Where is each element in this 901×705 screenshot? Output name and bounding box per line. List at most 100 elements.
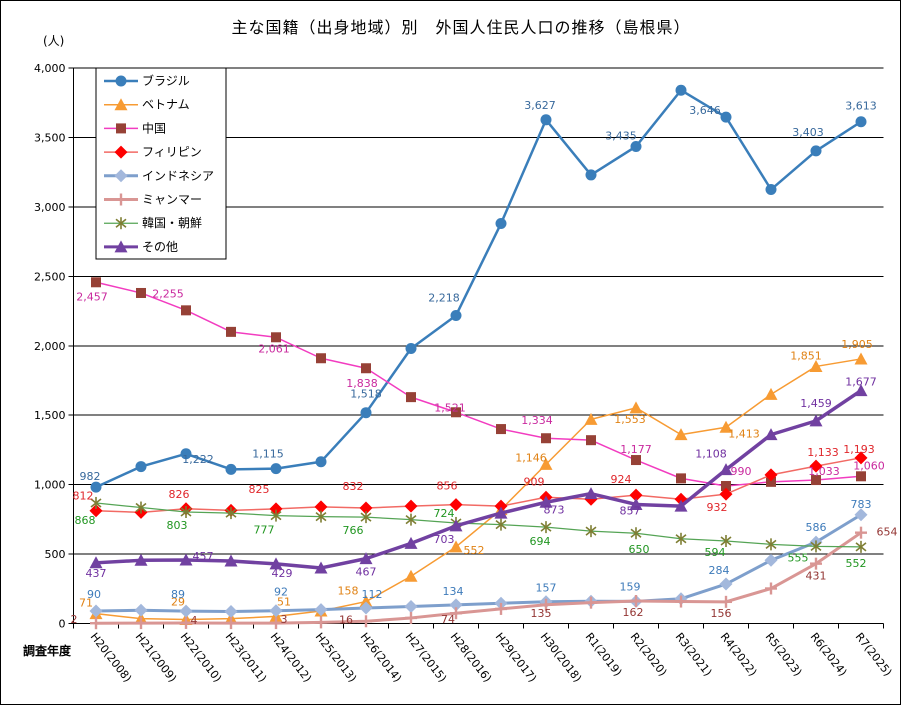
data-label: 982 <box>80 470 101 483</box>
square-marker <box>856 471 866 482</box>
series-korea <box>90 496 867 553</box>
diamond-marker <box>404 600 418 614</box>
square-marker <box>91 277 101 288</box>
data-label: 431 <box>806 570 827 583</box>
circle-marker <box>540 114 552 126</box>
legend-item-other: その他 <box>104 240 178 254</box>
diamond-marker <box>134 603 148 617</box>
triangle-marker <box>359 552 373 565</box>
data-label: 135 <box>531 607 552 620</box>
y-tick-label: 4,000 <box>34 62 66 75</box>
diamond-marker <box>404 499 418 513</box>
legend-label: その他 <box>142 240 178 254</box>
triangle-marker <box>854 352 868 365</box>
square-marker <box>406 392 416 403</box>
square-marker <box>766 476 776 487</box>
asterisk-marker <box>115 217 127 230</box>
data-label: 90 <box>87 588 101 601</box>
data-labels-other: 437 457 429 467 703 873 857 1,108 1,459 1,677 <box>86 376 877 580</box>
data-label: 856 <box>437 480 458 493</box>
circle-marker <box>405 343 417 355</box>
square-marker <box>361 363 371 374</box>
data-label: 3,403 <box>792 126 824 139</box>
triangle-marker <box>179 553 193 566</box>
x-tick-label: H28(2016) <box>448 630 494 684</box>
data-label: 429 <box>272 567 293 580</box>
square-marker <box>631 455 641 466</box>
diamond-marker <box>359 601 373 615</box>
triangle-marker <box>114 240 128 253</box>
plus-marker <box>90 617 102 630</box>
triangle-marker <box>674 428 688 441</box>
data-label: 1,838 <box>346 377 378 390</box>
legend-box <box>95 67 227 260</box>
data-label: 1,553 <box>614 413 646 426</box>
triangle-marker <box>449 540 463 553</box>
circle-marker <box>315 456 327 468</box>
data-labels-indonesia: 90 89 92 112 134 157 159 284 586 783 <box>87 498 872 601</box>
series-line-indonesia <box>94 513 863 614</box>
diamond-marker <box>719 487 733 501</box>
x-tick-label: R7(2025) <box>853 630 895 678</box>
data-label: 162 <box>623 606 644 619</box>
plus-marker <box>115 193 127 206</box>
plus-marker <box>270 617 282 630</box>
triangle-marker <box>114 98 128 111</box>
square-marker <box>116 123 126 134</box>
triangle-marker <box>629 401 643 414</box>
data-label: 812 <box>73 490 94 503</box>
series-line-philippines <box>95 457 862 514</box>
data-label: 157 <box>536 582 557 595</box>
square-marker <box>271 332 281 343</box>
legend-item-china: 中国 <box>104 120 166 135</box>
data-label: 51 <box>277 595 291 608</box>
asterisk-marker <box>540 521 552 534</box>
plus-marker <box>450 607 462 620</box>
plus-marker <box>630 595 642 608</box>
data-label: 159 <box>620 580 641 593</box>
diamond-marker <box>314 603 328 617</box>
square-marker <box>586 435 596 446</box>
series-china <box>91 277 866 492</box>
chart-title: 主な国籍（出身地域）別 外国人住民人口の推移（島根県） <box>231 18 691 37</box>
x-tick-label: H27(2015) <box>403 630 449 684</box>
triangle-marker <box>584 487 598 500</box>
legend-item-myanmar: ミャンマー <box>104 193 202 207</box>
diamond-marker <box>114 145 128 159</box>
square-marker <box>676 473 686 484</box>
legend-label: 中国 <box>142 120 166 135</box>
x-tick-label: R2(2020) <box>628 630 670 678</box>
x-tick-label: H29(2017) <box>493 630 539 684</box>
asterisk-marker <box>180 505 192 518</box>
data-labels-philippines: 812 826 825 832 856 909 924 932 1,133 1,193 <box>73 443 875 514</box>
triangle-marker <box>314 561 328 574</box>
square-marker <box>181 305 191 316</box>
asterisk-marker <box>855 540 867 553</box>
circle-marker <box>225 463 237 475</box>
series-line-myanmar <box>94 531 863 625</box>
triangle-marker <box>404 536 418 549</box>
triangle-marker <box>584 412 598 425</box>
data-label: 1,334 <box>521 414 553 427</box>
data-label: 825 <box>249 483 270 496</box>
asterisk-marker <box>90 496 102 509</box>
data-label: 74 <box>441 613 455 626</box>
x-tick-label: H25(2013) <box>313 630 359 684</box>
asterisk-marker <box>630 527 642 540</box>
data-label: 89 <box>171 588 185 601</box>
series-line-other <box>94 388 863 570</box>
diamond-marker <box>359 501 373 515</box>
legend-label: 韓国・朝鮮 <box>142 216 202 230</box>
circle-marker <box>135 461 147 473</box>
circle-marker <box>360 407 372 419</box>
triangle-marker <box>854 384 868 397</box>
diamond-marker <box>854 451 868 465</box>
diamond-marker <box>629 488 643 502</box>
asterisk-marker <box>765 538 777 551</box>
circle-marker <box>90 481 102 493</box>
x-axis-title: 調査年度 <box>23 644 72 658</box>
x-tick-label: R5(2023) <box>763 630 805 678</box>
asterisk-marker <box>225 507 237 520</box>
plus-marker <box>720 595 732 608</box>
triangle-marker <box>539 457 553 470</box>
